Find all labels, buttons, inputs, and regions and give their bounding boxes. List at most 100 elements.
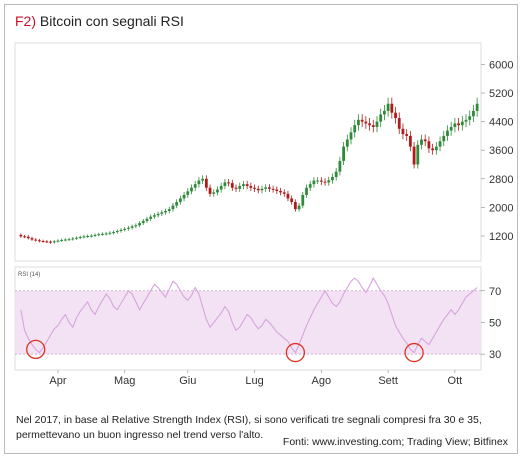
candle-body bbox=[164, 210, 167, 213]
candle-body bbox=[264, 187, 268, 189]
candle-body bbox=[368, 123, 371, 126]
candle-body bbox=[379, 114, 383, 122]
candle-body bbox=[223, 182, 227, 186]
rsi-tick-label: 50 bbox=[489, 317, 501, 329]
candle-body bbox=[123, 228, 127, 230]
candle-body bbox=[175, 202, 179, 206]
price-panel bbox=[14, 42, 482, 262]
month-tick-label: Apr bbox=[49, 375, 66, 387]
candle-body bbox=[472, 110, 475, 117]
candle-body bbox=[71, 238, 75, 240]
candle-body bbox=[360, 119, 364, 122]
candle-body bbox=[431, 148, 435, 151]
candle-body bbox=[26, 236, 30, 239]
candle-body bbox=[63, 239, 67, 241]
candle-body bbox=[160, 212, 164, 214]
candle-body bbox=[405, 134, 409, 136]
candle-body bbox=[201, 178, 205, 181]
candle-body bbox=[190, 187, 193, 192]
candle-body bbox=[101, 233, 104, 235]
candle-body bbox=[82, 236, 86, 238]
candle-body bbox=[38, 240, 41, 242]
candle-body bbox=[357, 119, 360, 126]
candle-body bbox=[149, 216, 153, 219]
candle-body bbox=[290, 198, 294, 203]
candle-body bbox=[460, 121, 464, 126]
rsi-signal-circle bbox=[404, 342, 424, 363]
rsi-signal-circle bbox=[26, 339, 46, 360]
figure-frame: F2) Bitcoin con segnali RSI 1200 2000 2800… bbox=[4, 4, 518, 454]
candle-body bbox=[434, 146, 438, 151]
figure-caption: Nel 2017, in base al Relative Strength I… bbox=[16, 414, 482, 441]
candle-body bbox=[327, 180, 331, 183]
candle-body bbox=[41, 240, 45, 242]
candle-body bbox=[301, 194, 305, 206]
month-tick-label: Ago bbox=[312, 375, 332, 387]
candle-body bbox=[219, 185, 223, 190]
rsi-title: RSI (14) bbox=[18, 272, 40, 278]
candle-body bbox=[338, 160, 342, 172]
candle-body bbox=[130, 226, 134, 228]
candle-body bbox=[86, 235, 90, 237]
price-tick-label: 2000 bbox=[489, 202, 513, 214]
candle-body bbox=[412, 146, 416, 165]
candle-body bbox=[234, 187, 238, 189]
candle-body bbox=[167, 209, 171, 211]
candle-body bbox=[178, 198, 182, 203]
candle-body bbox=[49, 241, 52, 243]
candle-body bbox=[23, 236, 26, 238]
candle-body bbox=[453, 123, 457, 127]
candle-body bbox=[34, 239, 38, 241]
candle-body bbox=[464, 119, 468, 122]
candle-body bbox=[383, 110, 386, 115]
candle-body bbox=[416, 144, 420, 165]
rsi-signal-circle bbox=[285, 342, 306, 363]
candle-body bbox=[115, 230, 119, 233]
candle-body bbox=[457, 123, 460, 126]
candle-body bbox=[253, 187, 256, 189]
candle-body bbox=[134, 225, 138, 227]
candle-body bbox=[312, 180, 316, 185]
candle-body bbox=[293, 202, 297, 210]
candle-body bbox=[275, 189, 279, 191]
candle-body bbox=[19, 234, 23, 237]
candle-body bbox=[112, 232, 115, 234]
price-tick-label: 2800 bbox=[489, 174, 513, 186]
candle-body bbox=[138, 223, 141, 226]
candle-body bbox=[349, 132, 353, 140]
candle-body bbox=[216, 189, 219, 193]
candle-body bbox=[204, 178, 208, 188]
candle-body bbox=[119, 229, 123, 231]
candle-body bbox=[323, 181, 327, 183]
candle-body bbox=[364, 121, 368, 124]
price-tick-label: 3600 bbox=[489, 145, 513, 157]
candle-body bbox=[97, 234, 101, 236]
candle-body bbox=[78, 237, 82, 239]
candle-body bbox=[305, 187, 308, 195]
bitcoin-rsi-chart: 1200 2000 2800 3600 4400 5200 6000 RSI (14) 30 50… bbox=[14, 42, 513, 387]
candle-body bbox=[238, 185, 242, 189]
candle-body bbox=[268, 187, 271, 189]
candle-body bbox=[408, 135, 412, 147]
rsi-tick-label: 30 bbox=[489, 349, 501, 361]
figure-sources: Fonti: www.investing.com; Trading View; … bbox=[282, 436, 508, 448]
rsi-band bbox=[15, 290, 481, 355]
candle-body bbox=[93, 234, 97, 236]
candle-body bbox=[56, 240, 60, 242]
candle-body bbox=[156, 213, 160, 216]
candle-body bbox=[193, 184, 197, 188]
candle-body bbox=[230, 183, 234, 188]
candle-body bbox=[286, 193, 290, 199]
candle-body bbox=[345, 139, 349, 147]
figure-number: F2) bbox=[15, 13, 36, 29]
candle-body bbox=[316, 180, 320, 182]
candle-body bbox=[334, 171, 338, 178]
rsi-tick-label: 70 bbox=[489, 286, 501, 298]
candle-body bbox=[308, 184, 312, 188]
candle-body bbox=[394, 112, 397, 119]
candle-body bbox=[397, 118, 401, 129]
candle-body bbox=[67, 239, 71, 241]
candle-body bbox=[52, 241, 56, 243]
month-tick-label: Mag bbox=[114, 375, 135, 387]
figure-title-text: Bitcoin con segnali RSI bbox=[39, 13, 184, 29]
